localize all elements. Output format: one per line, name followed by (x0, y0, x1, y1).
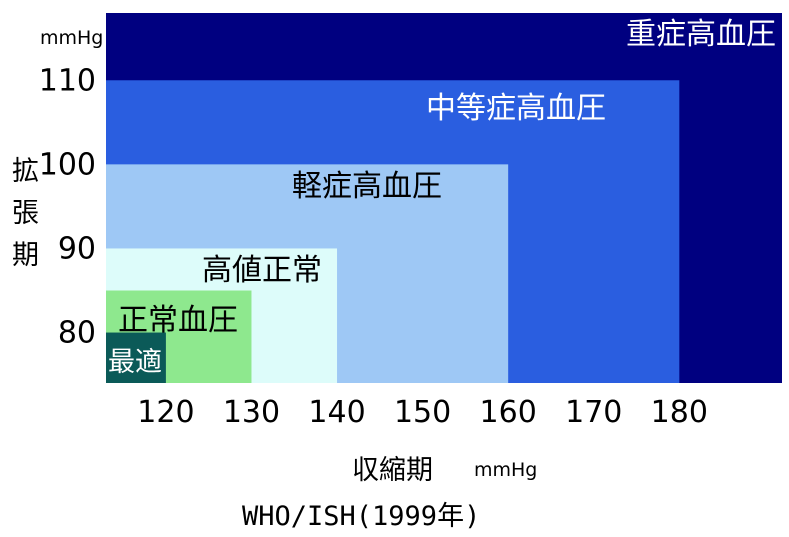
zone-label-3: 軽症高血圧 (292, 169, 442, 204)
y-tick-label: 110 (39, 63, 96, 98)
x-tick-label: 180 (651, 395, 708, 430)
y-tick-label: 80 (58, 316, 96, 351)
zone-label-4: 高値正常 (202, 253, 322, 288)
y-axis-title-char: 拡 (12, 156, 39, 187)
x-tick-label: 140 (308, 395, 365, 430)
y-axis: mmHg 80 90 100 110 (39, 27, 104, 351)
zone-layer (106, 13, 782, 383)
chart-caption: WHO/ISH(1999年) (242, 501, 480, 532)
y-tick-label: 100 (39, 147, 96, 182)
zone-rect-6 (106, 332, 166, 383)
zone-label-2: 中等症高血圧 (426, 91, 606, 126)
x-tick-label: 170 (565, 395, 622, 430)
x-unit-label: mmHg (474, 459, 537, 481)
x-tick-label: 130 (223, 395, 280, 430)
x-tick-label: 160 (480, 395, 537, 430)
y-axis-title: 拡張期 (12, 156, 39, 271)
x-tick-label: 150 (394, 395, 451, 430)
zone-label-5: 正常血圧 (118, 303, 238, 338)
x-axis: 120 130 140 150 160 170 180 (137, 395, 708, 430)
x-axis-title: 収縮期 (352, 455, 433, 486)
x-tick-label: 120 (137, 395, 194, 430)
y-axis-title-char: 期 (12, 240, 39, 271)
y-tick-label: 90 (58, 231, 96, 266)
zone-label-1: 重症高血圧 (626, 17, 776, 52)
y-axis-title-char: 張 (12, 198, 39, 229)
y-unit-label: mmHg (40, 27, 103, 49)
zone-label-6: 最適 (108, 347, 162, 378)
